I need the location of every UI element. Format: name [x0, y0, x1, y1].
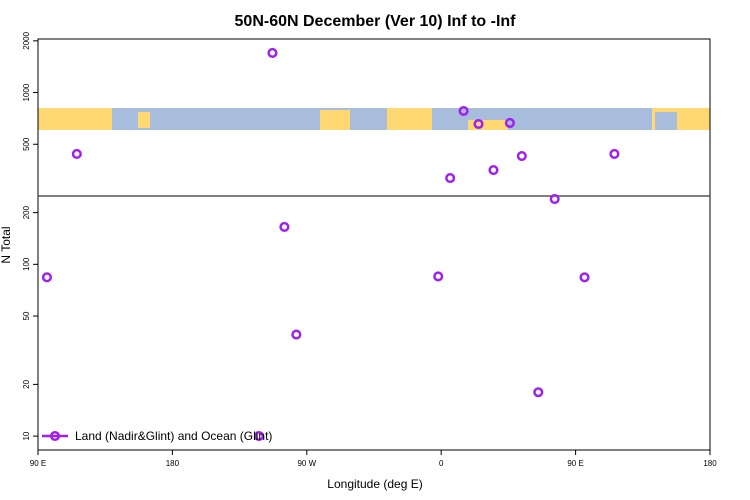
map-band — [38, 108, 710, 130]
chart-title: 50N-60N December (Ver 10) Inf to -Inf — [235, 13, 517, 30]
y-tick-label: 2000 — [22, 31, 31, 49]
point — [71, 148, 82, 160]
point — [609, 148, 620, 160]
y-tick-label: 1000 — [22, 83, 31, 101]
point — [445, 172, 456, 184]
point — [533, 387, 544, 398]
y-axis-label: N Total — [0, 226, 13, 263]
point — [516, 150, 527, 162]
y-tick-label: 20 — [22, 379, 31, 388]
legend-marker — [49, 430, 61, 442]
legend-label: Land (Nadir&Glint) and Ocean (Glint) — [75, 429, 272, 443]
point — [473, 118, 484, 130]
point — [458, 105, 469, 117]
ocean — [112, 108, 387, 130]
point — [291, 329, 302, 340]
point — [41, 272, 53, 283]
x-axis-label: Longitude (deg E) — [327, 477, 422, 491]
point — [488, 164, 499, 176]
land — [138, 112, 150, 128]
marks: 90 E 180 90 W 0 90 E 180 10 20 50 100 200 500 1000 20… — [22, 31, 717, 468]
y-tick-label: 10 — [22, 431, 31, 440]
ocean — [655, 112, 677, 130]
land — [320, 110, 350, 130]
y-tick-label: 200 — [22, 205, 31, 219]
point — [579, 272, 590, 283]
point — [504, 117, 515, 129]
land — [468, 120, 508, 130]
point — [253, 431, 265, 442]
point — [433, 271, 444, 282]
x-tick-label: 180 — [166, 459, 180, 468]
ocean — [432, 108, 652, 130]
x-tick-label: 90 W — [297, 459, 316, 468]
x-tick-label: 180 — [703, 459, 717, 468]
x-tick-label: 90 E — [30, 459, 46, 468]
x-tick-label: 0 — [439, 459, 444, 468]
plot-frame — [37, 38, 711, 451]
point — [279, 221, 290, 233]
y-tick-label: 50 — [22, 311, 31, 320]
y-tick-label: 100 — [22, 257, 31, 271]
point — [549, 193, 560, 205]
point — [267, 47, 278, 59]
y-tick-label: 500 — [22, 137, 31, 151]
x-tick-label: 90 E — [567, 459, 583, 468]
